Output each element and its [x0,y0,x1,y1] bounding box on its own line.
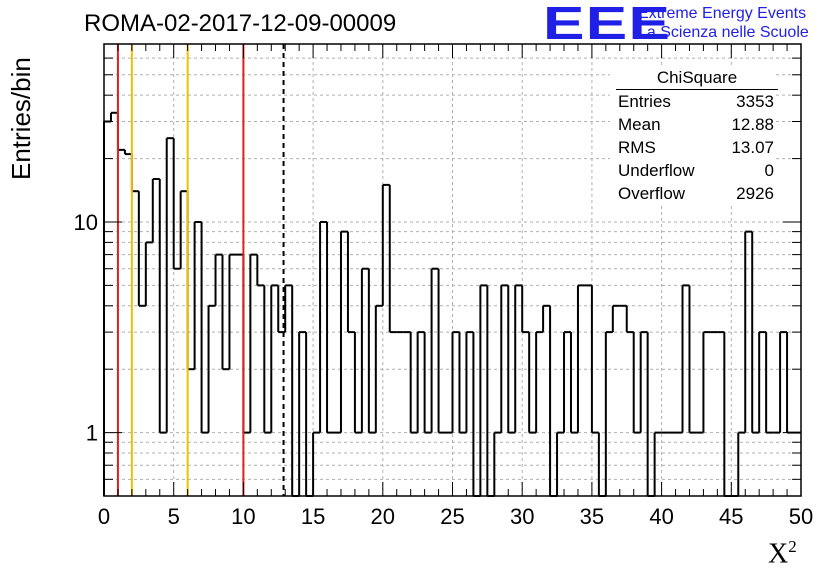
stats-label: RMS [618,138,656,157]
logo-line-2: La Scienza nelle Scuole [638,24,809,41]
stats-label: Entries [618,92,671,111]
eee-logo: EEE [543,0,672,49]
x-tick-label: 0 [98,504,110,529]
y-tick-label: 1 [86,421,98,446]
reference-lines [116,44,285,496]
x-tick-label: 5 [168,504,180,529]
stats-title: ChiSquare [616,67,778,90]
chart-title: ROMA-02-2017-12-09-00009 [84,10,397,37]
stats-value: 0 [764,161,774,180]
stats-label: Mean [618,115,661,134]
x-axis-label: X2 [768,537,797,570]
x-tick-label: 45 [719,504,743,529]
y-axis-label: Entries/bin [6,57,36,180]
x-tick-label: 50 [789,504,813,529]
stats-label: Underflow [618,161,695,180]
stats-row: Underflow 0 [610,159,774,182]
axis-ticks: 0 5 10 15 20 25 30 35 40 45 50 1 10 [74,44,813,529]
x-tick-label: 35 [580,504,604,529]
y-tick-label: 10 [74,210,98,235]
x-tick-label: 20 [371,504,395,529]
stats-value: 12.88 [731,115,774,134]
stats-row: Overflow 2926 [610,182,774,205]
stats-label: Overflow [618,184,686,203]
stats-row: Entries 3353 [610,90,774,113]
x-tick-label: 30 [510,504,534,529]
x-tick-label: 15 [301,504,325,529]
x-tick-label: 10 [231,504,255,529]
stats-row: Mean 12.88 [610,113,774,136]
logo-line-1: Extreme Energy Events [638,5,807,22]
stats-value: 3353 [736,92,774,111]
stats-value: 2926 [736,184,774,203]
x-tick-label: 40 [649,504,673,529]
stats-box: ChiSquare Entries 3353 Mean 12.88 RMS 13.07… [610,67,778,205]
stats-row: RMS 13.07 [610,136,774,159]
stats-value: 13.07 [731,138,774,157]
x-tick-label: 25 [440,504,464,529]
